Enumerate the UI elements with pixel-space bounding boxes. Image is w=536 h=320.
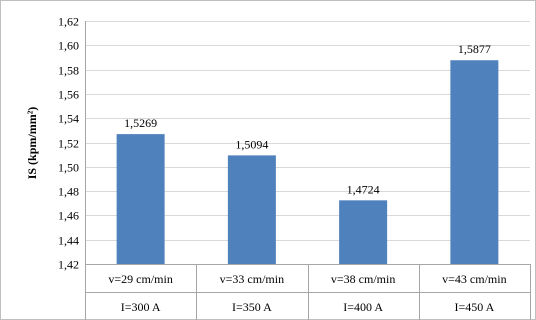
y-tick-label: 1,50 [58,161,79,175]
y-tick-label: 1,42 [58,258,79,272]
data-label: 1,5877 [458,42,491,56]
category-label-speed: v=29 cm/min [108,272,172,286]
y-axis-ticks: 1,42 1,44 1,46 1,48 1,50 1,52 1,54 1,56 1,58 1,60… [58,15,79,272]
y-tick-label: 1,52 [58,137,79,151]
category-label-speed: v=33 cm/min [220,272,284,286]
data-labels: 1,5269 1,5094 1,4724 1,5877 [124,42,491,196]
category-axis: v=29 cm/min I=300 A v=33 cm/min I=350 A v=38… [85,264,531,320]
bars [116,60,499,264]
y-axis-label: IS (kpm/mm²) [25,107,39,180]
data-label: 1,5269 [124,116,157,130]
category-label-current: I=300 A [121,300,161,314]
category-label-speed: v=38 cm/min [331,272,395,286]
y-tick-label: 1,44 [58,234,79,248]
y-tick-label: 1,62 [58,15,79,29]
bar [227,155,276,264]
category-label-current: I=350 A [232,300,272,314]
y-tick-label: 1,54 [58,112,79,126]
y-tick-label: 1,60 [58,39,79,53]
category-label-current: I=450 A [454,300,494,314]
category-label-speed: v=43 cm/min [442,272,506,286]
bar [450,60,499,264]
data-label: 1,5094 [235,137,268,151]
category-label-current: I=400 A [343,300,383,314]
bar [339,200,388,264]
data-label: 1,4724 [347,182,380,196]
y-tick-label: 1,58 [58,64,79,78]
y-tick-label: 1,56 [58,88,79,102]
y-tick-label: 1,48 [58,185,79,199]
bar [116,134,165,264]
y-tick-label: 1,46 [58,209,79,223]
